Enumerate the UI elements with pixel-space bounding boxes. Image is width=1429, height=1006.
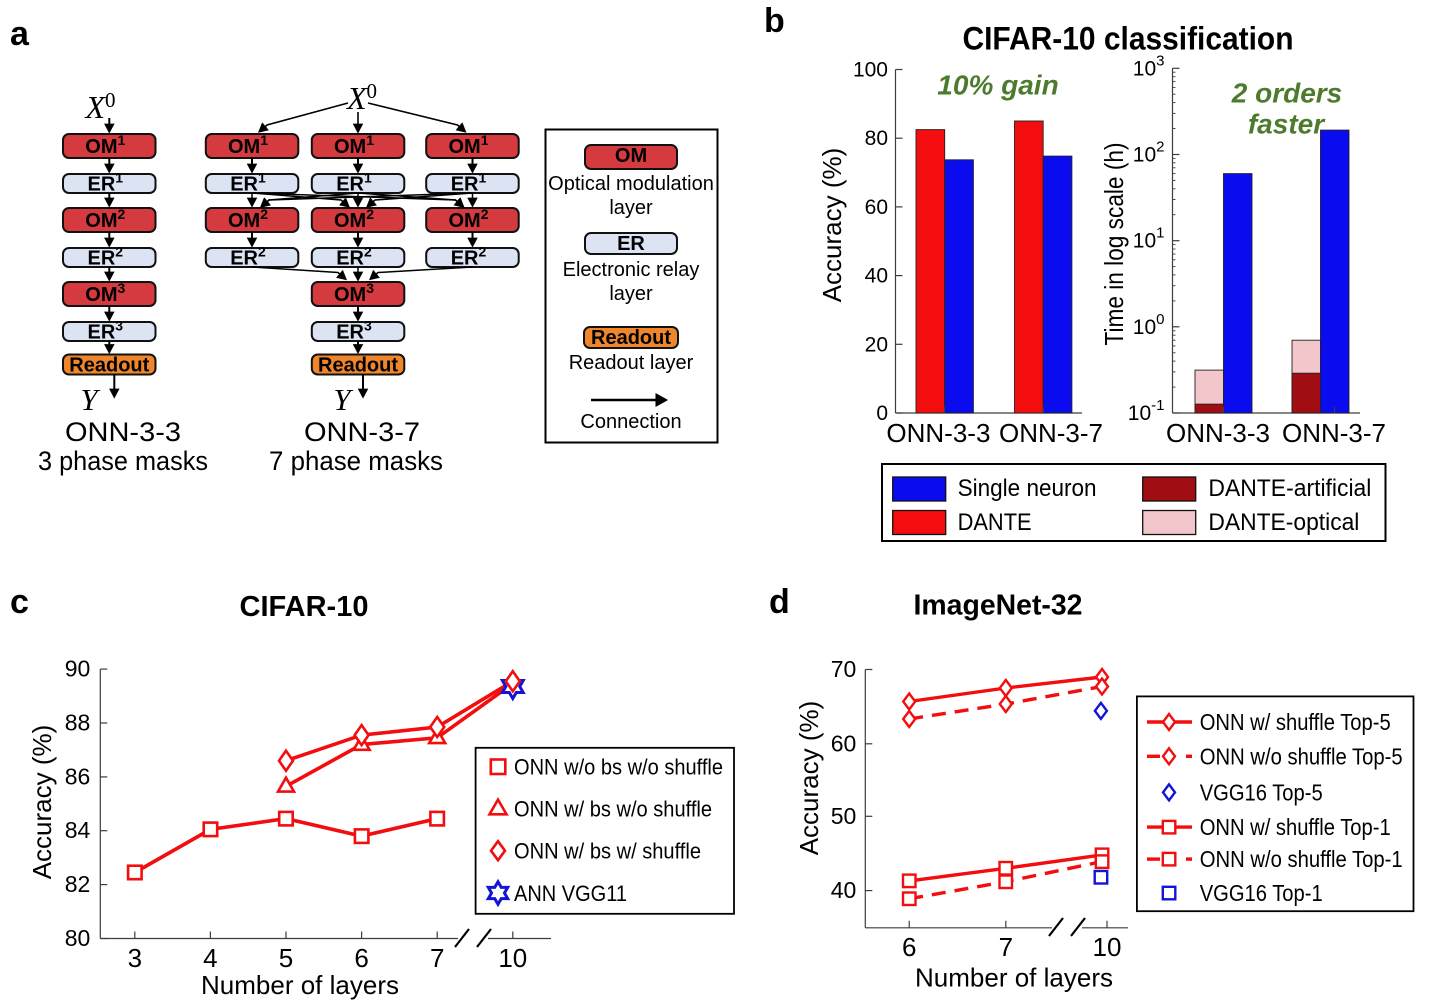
- svg-text:70: 70: [831, 656, 857, 682]
- svg-text:Optical modulation: Optical modulation: [548, 173, 714, 195]
- svg-text:b: b: [764, 2, 785, 40]
- svg-text:Readout: Readout: [591, 327, 671, 349]
- svg-text:ONN-3-7: ONN-3-7: [1282, 418, 1386, 448]
- svg-text:ONN-3-3: ONN-3-3: [886, 418, 990, 448]
- svg-text:d: d: [769, 583, 790, 621]
- svg-text:Y: Y: [333, 382, 353, 417]
- svg-text:84: 84: [65, 817, 91, 843]
- svg-text:6: 6: [902, 932, 916, 962]
- svg-text:ONN w/ bs w/ shuffle: ONN w/ bs w/ shuffle: [514, 839, 701, 864]
- svg-text:ER3: ER3: [88, 318, 124, 344]
- svg-text:103: 103: [1133, 52, 1165, 80]
- svg-text:60: 60: [865, 196, 888, 219]
- svg-text:Accuracy (%): Accuracy (%): [27, 725, 57, 880]
- svg-text:ONN w/ shuffle Top-1: ONN w/ shuffle Top-1: [1200, 814, 1391, 840]
- svg-text:80: 80: [65, 925, 91, 951]
- svg-text:40: 40: [865, 265, 888, 288]
- svg-text:88: 88: [65, 710, 91, 736]
- svg-text:3 phase masks: 3 phase masks: [38, 446, 208, 476]
- svg-text:Time in log scale (h): Time in log scale (h): [1099, 143, 1129, 346]
- svg-text:ONN w/o shuffle Top-5: ONN w/o shuffle Top-5: [1200, 743, 1403, 769]
- svg-text:7: 7: [430, 943, 444, 973]
- svg-text:Readout layer: Readout layer: [569, 352, 694, 374]
- svg-text:7: 7: [999, 932, 1013, 962]
- svg-text:VGG16 Top-1: VGG16 Top-1: [1200, 880, 1323, 906]
- svg-text:10% gain: 10% gain: [937, 70, 1058, 101]
- svg-text:ImageNet-32: ImageNet-32: [914, 590, 1083, 622]
- svg-text:c: c: [10, 583, 29, 621]
- svg-text:20: 20: [865, 333, 888, 356]
- svg-text:82: 82: [65, 871, 91, 897]
- svg-text:Connection: Connection: [580, 411, 681, 433]
- svg-text:0: 0: [876, 402, 888, 425]
- svg-text:6: 6: [354, 943, 368, 973]
- svg-text:Number of layers: Number of layers: [201, 970, 399, 1000]
- svg-text:ONN w/ bs w/o shuffle: ONN w/ bs w/o shuffle: [514, 797, 712, 822]
- svg-text:5: 5: [279, 943, 293, 973]
- svg-text:Electronic relay: Electronic relay: [563, 259, 700, 281]
- svg-text:100: 100: [853, 59, 888, 82]
- svg-text:CIFAR-10 classification: CIFAR-10 classification: [963, 21, 1294, 57]
- svg-text:ANN VGG11: ANN VGG11: [514, 881, 627, 906]
- svg-text:Accuracy (%): Accuracy (%): [794, 701, 824, 856]
- svg-text:Accuracy (%): Accuracy (%): [817, 148, 847, 303]
- svg-text:50: 50: [831, 803, 857, 829]
- svg-text:Number of layers: Number of layers: [915, 963, 1113, 993]
- svg-text:2 orders: 2 orders: [1231, 78, 1343, 109]
- svg-text:faster: faster: [1248, 109, 1326, 140]
- svg-text:ER2: ER2: [88, 244, 124, 270]
- svg-text:ONN w/o bs w/o shuffle: ONN w/o bs w/o shuffle: [514, 755, 723, 780]
- svg-text:VGG16 Top-5: VGG16 Top-5: [1200, 779, 1323, 805]
- svg-text:ER1: ER1: [230, 170, 266, 196]
- svg-text:86: 86: [65, 763, 91, 789]
- svg-text:ONN-3-7: ONN-3-7: [304, 417, 420, 447]
- svg-text:10: 10: [1093, 932, 1122, 962]
- svg-text:3: 3: [128, 943, 142, 973]
- svg-text:ONN-3-7: ONN-3-7: [999, 418, 1103, 448]
- svg-text:DANTE-optical: DANTE-optical: [1208, 509, 1359, 536]
- svg-text:Y: Y: [80, 382, 100, 417]
- svg-text:40: 40: [831, 877, 857, 903]
- svg-text:60: 60: [831, 730, 857, 756]
- svg-text:ER: ER: [617, 233, 645, 255]
- svg-text:Readout: Readout: [318, 355, 398, 377]
- svg-text:80: 80: [865, 127, 888, 150]
- svg-text:layer: layer: [609, 283, 653, 305]
- svg-text:CIFAR-10: CIFAR-10: [240, 591, 369, 623]
- svg-text:ONN-3-3: ONN-3-3: [65, 417, 181, 447]
- svg-text:7 phase masks: 7 phase masks: [269, 446, 443, 476]
- svg-text:ONN-3-3: ONN-3-3: [1166, 418, 1270, 448]
- svg-text:OM: OM: [615, 145, 647, 167]
- svg-text:90: 90: [65, 656, 91, 682]
- svg-text:ONN w/ shuffle Top-5: ONN w/ shuffle Top-5: [1200, 709, 1391, 735]
- svg-text:OM3: OM3: [85, 280, 125, 306]
- svg-text:DANTE-artificial: DANTE-artificial: [1208, 475, 1371, 502]
- svg-text:layer: layer: [609, 197, 653, 219]
- svg-text:ONN w/o shuffle Top-1: ONN w/o shuffle Top-1: [1200, 846, 1403, 872]
- svg-text:4: 4: [203, 943, 217, 973]
- svg-text:ER2: ER2: [336, 244, 372, 270]
- svg-text:Readout: Readout: [69, 355, 149, 377]
- svg-text:Single neuron: Single neuron: [958, 475, 1097, 502]
- svg-text:a: a: [10, 15, 30, 53]
- svg-text:DANTE: DANTE: [958, 509, 1032, 536]
- svg-text:10: 10: [498, 943, 527, 973]
